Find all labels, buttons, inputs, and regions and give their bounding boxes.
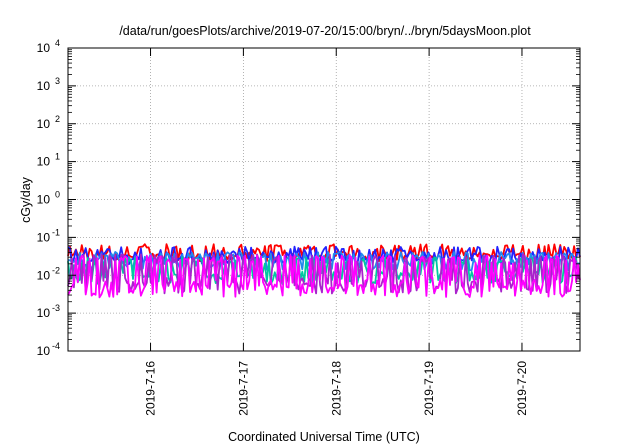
x-axis: 2019-7-16 2019-7-17 2019-7-18 2019-7-19 2019… [144, 48, 529, 416]
y-tick-label: 10 [37, 344, 51, 358]
y-tick-exponent: -3 [52, 303, 60, 313]
y-tick-exponent: 4 [55, 38, 60, 48]
y-tick-label: 10 [37, 306, 51, 320]
grid [68, 48, 580, 351]
x-tick-label: 2019-7-20 [515, 361, 529, 416]
y-tick-exponent: -1 [52, 227, 60, 237]
y-tick-label: 10 [37, 41, 51, 55]
y-tick-exponent: 3 [55, 76, 60, 86]
y-tick-exponent: 2 [55, 114, 60, 124]
y-tick-label: 10 [37, 117, 51, 131]
y-tick-exponent: 0 [55, 190, 60, 200]
y-tick-exponent: -2 [52, 265, 60, 275]
y-tick-label: 10 [37, 193, 51, 207]
y-tick-label: 10 [37, 155, 51, 169]
x-tick-label: 2019-7-19 [422, 361, 436, 416]
series-line [67, 254, 581, 299]
series-lines [67, 243, 581, 299]
x-tick-label: 2019-7-17 [236, 361, 250, 416]
y-tick-exponent: -4 [52, 341, 60, 351]
y-axis-label: cGy/day [19, 176, 33, 223]
x-tick-label: 2019-7-18 [329, 361, 343, 416]
x-tick-label: 2019-7-16 [144, 361, 158, 416]
y-tick-label: 10 [37, 230, 51, 244]
y-tick-label: 10 [37, 268, 51, 282]
y-tick-exponent: 1 [55, 152, 60, 162]
y-tick-label: 10 [37, 79, 51, 93]
chart-title: /data/run/goesPlots/archive/2019-07-20/1… [119, 24, 531, 38]
x-axis-label: Coordinated Universal Time (UTC) [228, 430, 420, 444]
